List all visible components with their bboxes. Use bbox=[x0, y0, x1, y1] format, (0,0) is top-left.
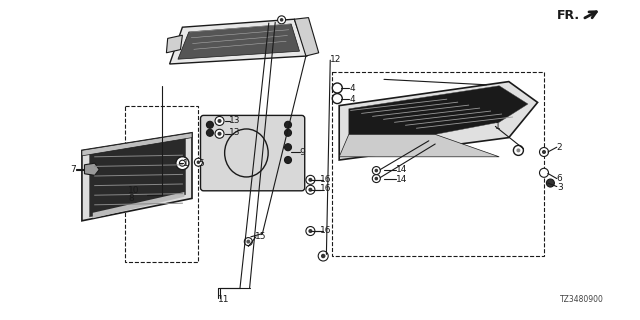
Circle shape bbox=[246, 240, 250, 244]
Text: 13: 13 bbox=[229, 128, 241, 137]
Circle shape bbox=[540, 148, 548, 156]
Circle shape bbox=[278, 16, 285, 24]
Text: 16: 16 bbox=[320, 226, 332, 235]
Text: 12: 12 bbox=[330, 55, 342, 64]
Text: 11: 11 bbox=[218, 295, 229, 304]
Circle shape bbox=[215, 129, 224, 138]
Polygon shape bbox=[349, 86, 528, 134]
Text: 14: 14 bbox=[396, 165, 407, 174]
Text: 8: 8 bbox=[128, 194, 134, 203]
Circle shape bbox=[332, 93, 342, 104]
Circle shape bbox=[308, 229, 312, 233]
Circle shape bbox=[308, 178, 312, 182]
Circle shape bbox=[306, 175, 315, 184]
Text: 5: 5 bbox=[198, 159, 204, 168]
Circle shape bbox=[218, 119, 221, 123]
Circle shape bbox=[196, 160, 200, 164]
Polygon shape bbox=[90, 137, 186, 217]
Text: 1: 1 bbox=[183, 159, 189, 168]
Polygon shape bbox=[82, 133, 192, 221]
Circle shape bbox=[306, 185, 315, 194]
Polygon shape bbox=[178, 24, 300, 59]
Text: 4: 4 bbox=[349, 95, 355, 104]
Circle shape bbox=[285, 129, 291, 136]
Polygon shape bbox=[84, 163, 99, 175]
Circle shape bbox=[547, 179, 554, 187]
Text: 1: 1 bbox=[495, 122, 501, 131]
Circle shape bbox=[218, 132, 221, 136]
Text: 13: 13 bbox=[229, 116, 241, 124]
Circle shape bbox=[374, 169, 378, 172]
Circle shape bbox=[207, 129, 213, 136]
Text: 14: 14 bbox=[396, 175, 407, 184]
Circle shape bbox=[280, 18, 284, 22]
Polygon shape bbox=[82, 133, 192, 156]
Circle shape bbox=[321, 254, 326, 258]
Text: 6: 6 bbox=[557, 174, 563, 183]
Circle shape bbox=[513, 145, 524, 156]
Polygon shape bbox=[93, 192, 184, 218]
Text: 2: 2 bbox=[557, 143, 563, 152]
Circle shape bbox=[195, 158, 202, 166]
Circle shape bbox=[308, 188, 312, 192]
Circle shape bbox=[318, 251, 328, 261]
Polygon shape bbox=[166, 35, 182, 53]
Polygon shape bbox=[170, 19, 307, 64]
Text: 15: 15 bbox=[255, 232, 266, 241]
Circle shape bbox=[374, 177, 378, 180]
Circle shape bbox=[285, 144, 291, 151]
Text: 9: 9 bbox=[300, 148, 305, 156]
Polygon shape bbox=[339, 82, 538, 160]
Circle shape bbox=[306, 227, 315, 236]
FancyBboxPatch shape bbox=[200, 116, 305, 191]
Circle shape bbox=[285, 156, 291, 164]
Text: TZ3480900: TZ3480900 bbox=[561, 295, 604, 304]
Circle shape bbox=[540, 168, 548, 177]
Circle shape bbox=[207, 121, 213, 128]
Text: 16: 16 bbox=[320, 184, 332, 193]
Text: 16: 16 bbox=[320, 175, 332, 184]
Text: 3: 3 bbox=[557, 183, 563, 192]
Circle shape bbox=[516, 148, 520, 152]
Circle shape bbox=[542, 150, 546, 154]
Text: 4: 4 bbox=[349, 84, 355, 92]
Circle shape bbox=[215, 116, 224, 125]
Circle shape bbox=[332, 83, 342, 93]
Circle shape bbox=[179, 160, 186, 166]
Circle shape bbox=[372, 167, 380, 175]
Text: FR.: FR. bbox=[557, 9, 580, 22]
Circle shape bbox=[372, 175, 380, 182]
Bar bbox=[332, 72, 544, 256]
Text: 10: 10 bbox=[128, 186, 140, 195]
Text: 7: 7 bbox=[70, 165, 76, 174]
Polygon shape bbox=[339, 134, 499, 157]
Bar bbox=[125, 106, 198, 262]
Polygon shape bbox=[294, 18, 319, 56]
Circle shape bbox=[285, 121, 291, 128]
Circle shape bbox=[176, 157, 189, 170]
